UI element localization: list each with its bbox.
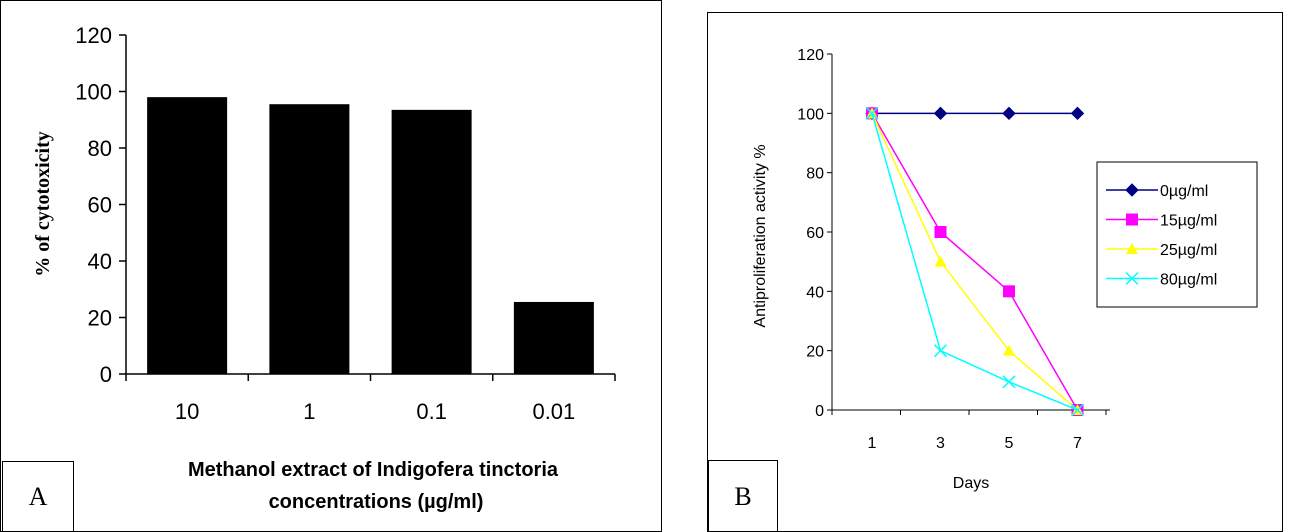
y-axis-label: % of cytotoxicity: [32, 131, 54, 277]
bar: [513, 301, 594, 374]
legend-label: 15µg/ml: [1160, 213, 1217, 230]
panel-label-a: A: [2, 461, 74, 531]
y-tick-label: 0: [815, 403, 824, 420]
bar: [147, 97, 228, 375]
x-axis-label: Days: [953, 475, 989, 492]
x-tick-label: 5: [1005, 435, 1014, 452]
x-tick-label: 1: [303, 399, 315, 424]
x-tick-label: 1: [868, 435, 877, 452]
series-line: [871, 112, 1079, 411]
bar-chart-svg: % of cytotoxicity Methanol extract of In…: [32, 23, 616, 513]
y-tick-label: 60: [806, 225, 824, 242]
data-point-marker: [934, 226, 947, 238]
series: [866, 107, 1084, 416]
series: [865, 106, 1085, 417]
data-point-marker: [1126, 213, 1138, 226]
y-tick-label: 0: [100, 362, 112, 387]
y-tick-label: 40: [88, 249, 112, 274]
line-marks: 0 20 40 60 80 100 120 1 3 5 7: [797, 47, 1107, 452]
bar: [269, 104, 350, 375]
x-axis-label-line2: concentrations (µg/ml): [269, 491, 484, 513]
data-point-marker: [1003, 344, 1015, 356]
y-tick-label: 80: [88, 136, 112, 161]
data-point-marker: [1002, 375, 1016, 389]
data-point-marker: [933, 106, 948, 121]
data-point-marker: [1002, 106, 1016, 121]
chart-panel-b: Antiproliferation activity % Days 0 20 40 6…: [707, 12, 1283, 532]
bar-marks: 0 20 40 60 80 100 120 10 1 0.1 0.01: [75, 23, 616, 424]
line-chart-svg: Antiproliferation activity % Days 0 20 40 6…: [752, 47, 1258, 492]
legend-item: 0µg/ml: [1106, 183, 1208, 200]
panel-label-b: B: [708, 460, 778, 531]
data-point-marker: [1070, 106, 1085, 121]
data-point-marker: [1126, 243, 1138, 254]
legend-item: 25µg/ml: [1106, 242, 1217, 259]
y-tick-label: 120: [75, 23, 112, 48]
series-line: [871, 113, 1078, 411]
legend: 0µg/ml 15µg/ml 25µg/ml 80µg/ml: [1106, 183, 1217, 289]
x-tick-label: 0.1: [416, 399, 447, 424]
data-point-marker: [1125, 183, 1139, 197]
legend-label: 25µg/ml: [1160, 242, 1217, 259]
legend-label: 0µg/ml: [1160, 183, 1208, 200]
x-tick-label: 10: [175, 399, 199, 424]
data-point-marker: [933, 344, 948, 358]
chart-panel-a: % of cytotoxicity Methanol extract of In…: [0, 0, 662, 532]
legend-box: [1096, 161, 1258, 308]
series: [865, 106, 1085, 121]
bar: [391, 109, 472, 375]
data-point-marker: [934, 255, 947, 267]
x-axis-label-line1: Methanol extract of Indigofera tinctoria: [188, 459, 559, 481]
y-tick-label: 40: [806, 284, 824, 301]
y-tick-label: 20: [88, 306, 112, 331]
data-point-marker: [1125, 271, 1139, 286]
y-tick-label: 60: [88, 193, 112, 218]
y-tick-label: 120: [797, 47, 824, 64]
legend-item: 15µg/ml: [1106, 213, 1217, 230]
y-axis-label: Antiproliferation activity %: [752, 144, 769, 327]
data-point-marker: [1070, 403, 1085, 417]
x-tick-label: 3: [936, 435, 945, 452]
legend-item: 80µg/ml: [1106, 272, 1217, 289]
y-tick-label: 20: [806, 344, 824, 361]
y-tick-label: 80: [806, 166, 824, 183]
x-tick-label: 0.01: [532, 399, 575, 424]
legend-label: 80µg/ml: [1160, 272, 1217, 289]
series-line: [871, 113, 1078, 411]
y-tick-label: 100: [75, 80, 112, 105]
data-point-marker: [865, 106, 879, 120]
data-point-marker: [1003, 285, 1015, 298]
y-tick-label: 100: [797, 106, 824, 123]
x-tick-label: 7: [1073, 435, 1082, 452]
